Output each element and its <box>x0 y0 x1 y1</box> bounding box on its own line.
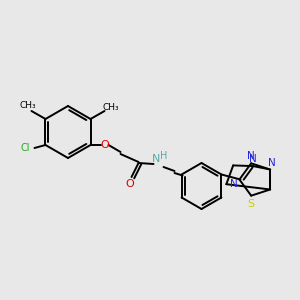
Text: N: N <box>152 154 161 164</box>
Text: N: N <box>247 151 255 161</box>
Text: O: O <box>125 179 134 189</box>
Text: N: N <box>249 154 257 164</box>
Text: O: O <box>100 140 109 150</box>
Text: CH₃: CH₃ <box>19 101 36 110</box>
Text: CH₃: CH₃ <box>102 103 119 112</box>
Text: N: N <box>230 179 238 189</box>
Text: N: N <box>268 158 276 167</box>
Text: S: S <box>248 199 255 209</box>
Text: Cl: Cl <box>21 143 30 153</box>
Text: H: H <box>160 151 167 161</box>
